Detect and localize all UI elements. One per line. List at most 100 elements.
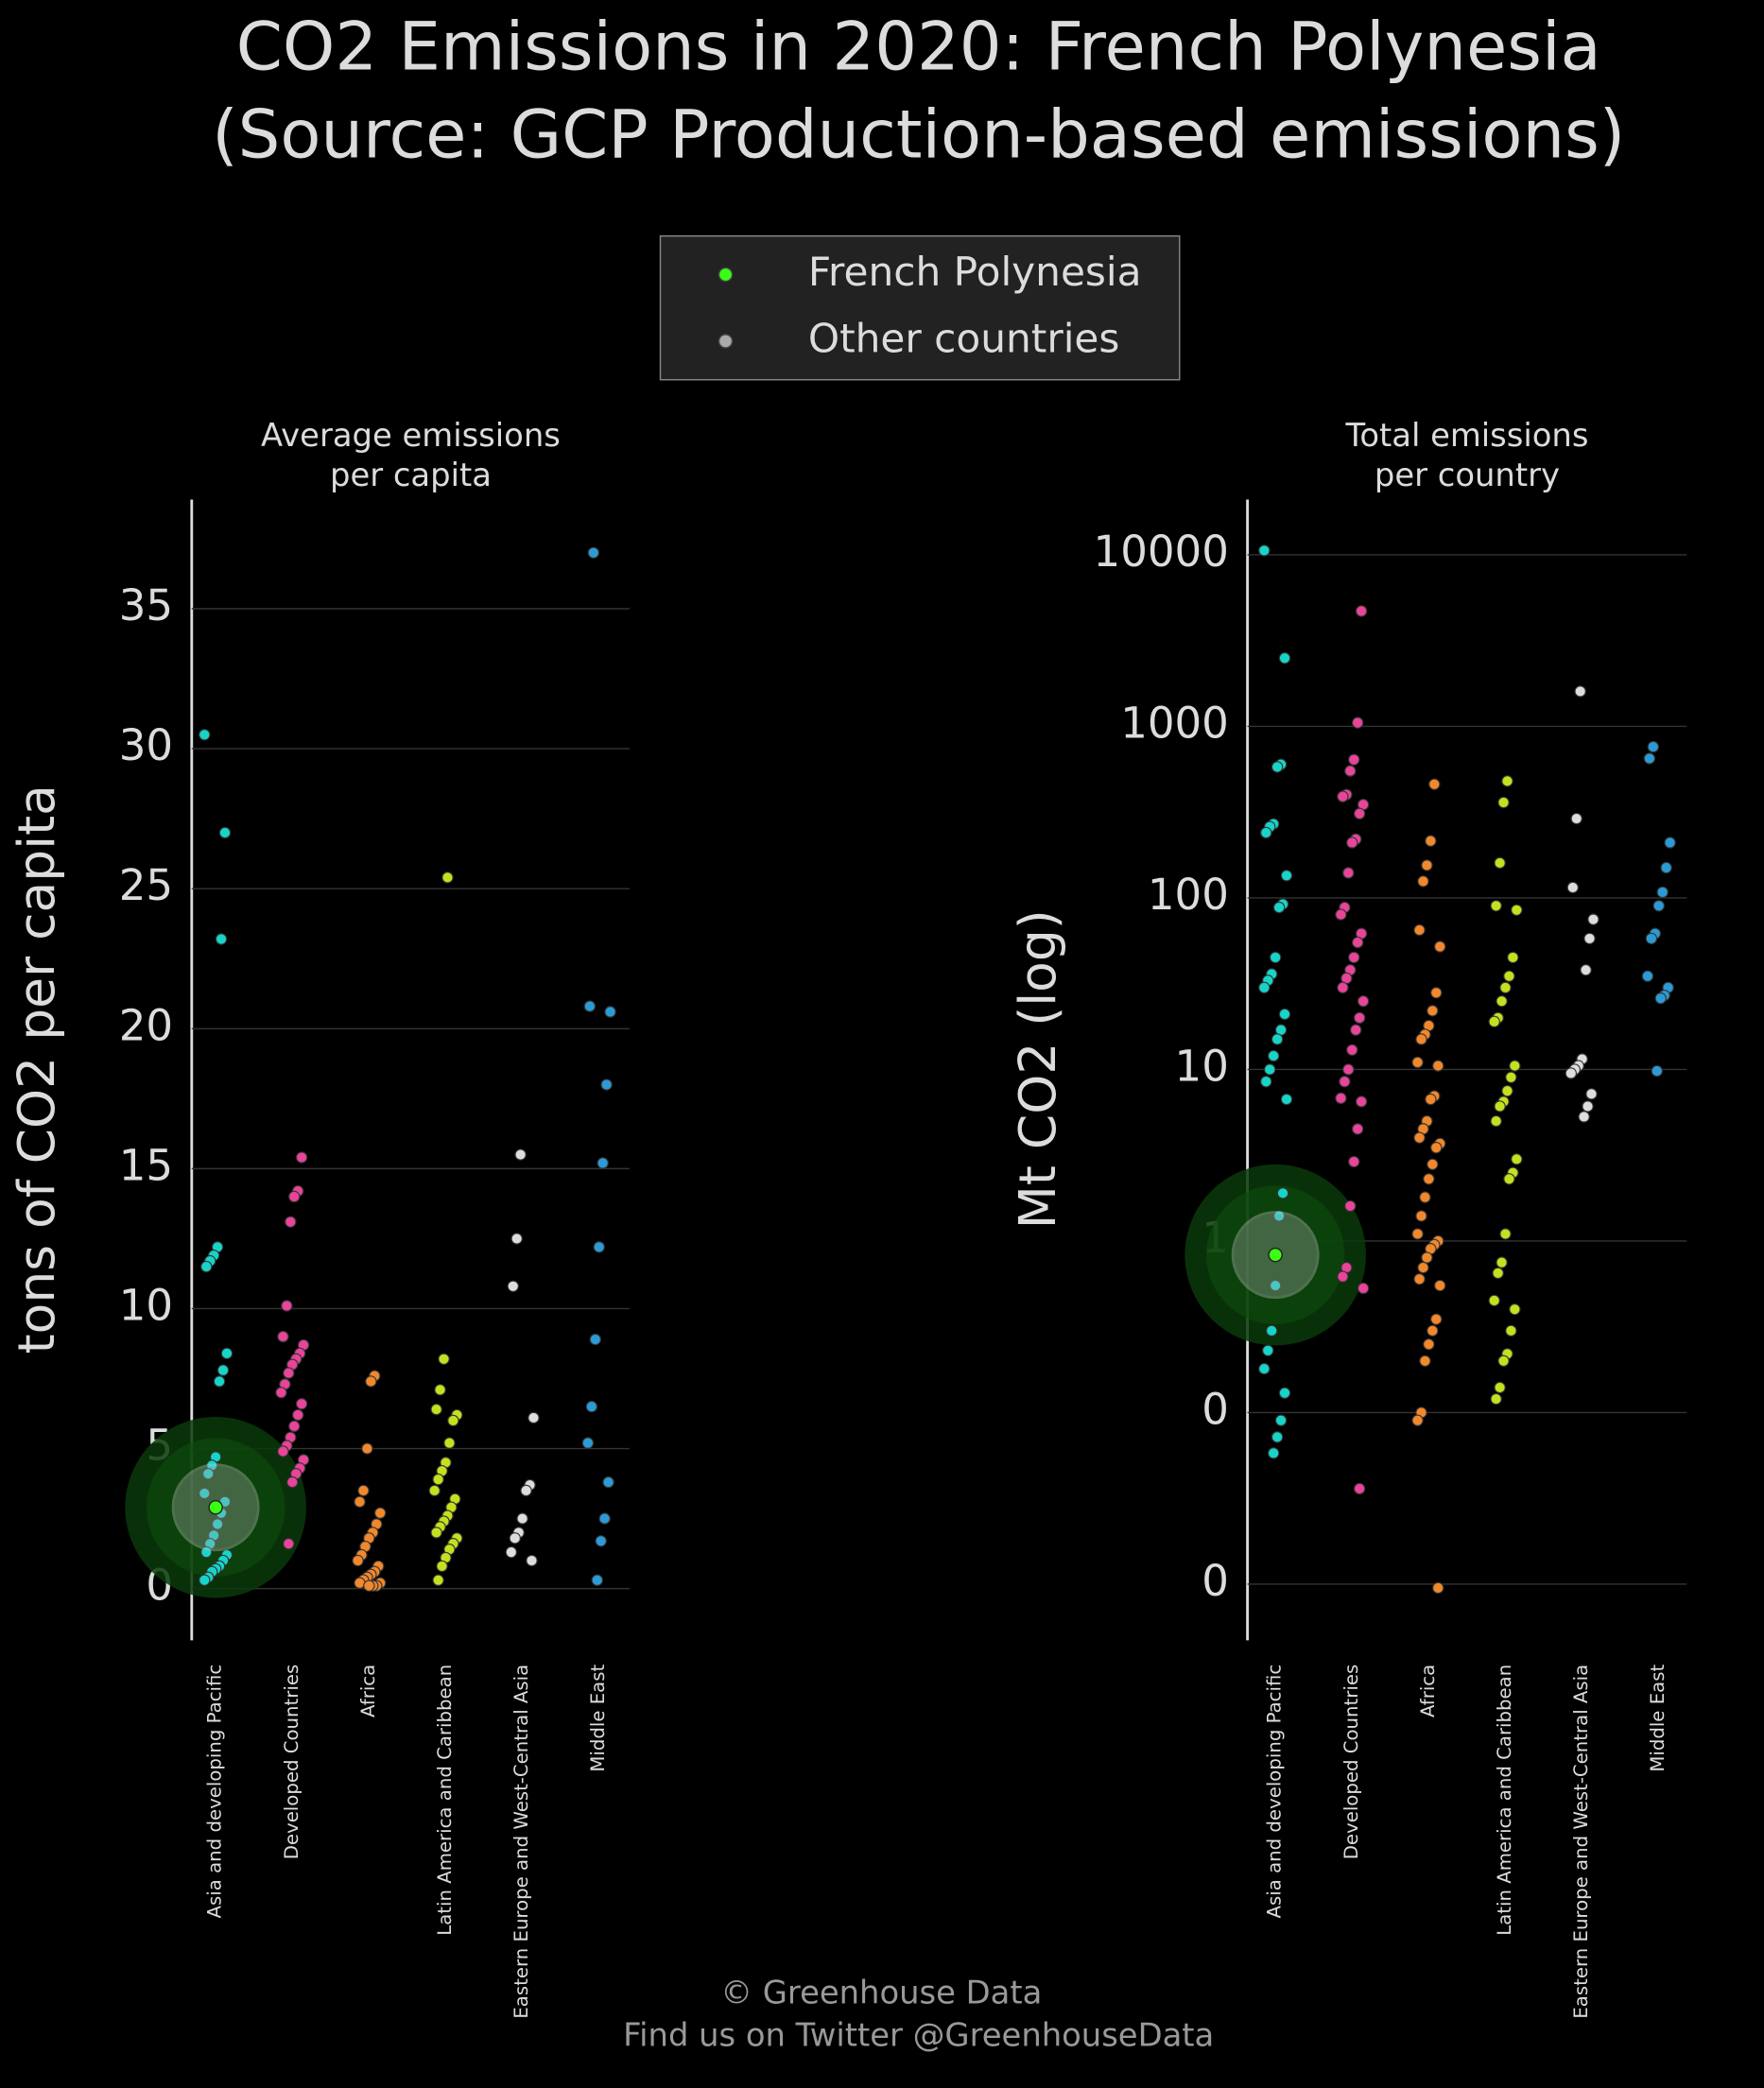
point xyxy=(432,1574,444,1586)
point xyxy=(216,1364,230,1376)
point xyxy=(1427,1324,1439,1337)
point xyxy=(1264,1063,1276,1076)
point xyxy=(1353,807,1366,820)
point xyxy=(1490,1114,1502,1128)
point xyxy=(428,1484,441,1497)
point xyxy=(352,1554,364,1567)
point xyxy=(436,1560,448,1573)
point xyxy=(1509,1303,1521,1316)
y-tick-label: 15 xyxy=(119,1140,173,1190)
point xyxy=(1583,932,1596,945)
y-axis-label: tons of CO2 per capita xyxy=(7,785,66,1354)
point xyxy=(526,1554,538,1567)
point xyxy=(602,1475,614,1489)
point xyxy=(1434,940,1446,953)
point xyxy=(1346,837,1358,849)
point xyxy=(1258,981,1271,994)
point xyxy=(516,1512,528,1525)
highlight-point xyxy=(208,1499,223,1515)
point xyxy=(1278,1008,1291,1021)
point xyxy=(1427,1005,1439,1017)
point xyxy=(1509,1060,1521,1072)
point xyxy=(288,1420,301,1433)
point xyxy=(1511,904,1523,916)
point xyxy=(1566,881,1579,894)
point xyxy=(1355,605,1368,617)
point xyxy=(1267,1049,1280,1062)
point xyxy=(277,1330,289,1343)
legend-box xyxy=(659,234,1181,381)
point xyxy=(1272,901,1286,914)
x-tick-label: Eastern Europe and West-Central Asia xyxy=(510,1665,532,2019)
point xyxy=(1276,1187,1289,1199)
point xyxy=(202,1467,215,1480)
point xyxy=(1432,1581,1444,1595)
subtitle: per capita xyxy=(330,457,492,493)
point xyxy=(597,1157,609,1169)
point xyxy=(288,1190,301,1203)
point xyxy=(1353,1482,1366,1495)
point xyxy=(200,1545,213,1559)
point xyxy=(434,1384,446,1396)
point xyxy=(587,546,600,559)
point xyxy=(1419,1191,1431,1203)
point xyxy=(1494,1100,1506,1113)
point xyxy=(1421,1251,1433,1264)
legend-label: Other countries xyxy=(808,315,1120,361)
point xyxy=(1499,981,1512,994)
point xyxy=(1651,1064,1663,1078)
point xyxy=(1280,1093,1293,1106)
point xyxy=(447,1414,459,1427)
point xyxy=(1430,1141,1443,1154)
point xyxy=(1654,992,1667,1005)
x-tick-label: Latin America and Caribbean xyxy=(1494,1665,1515,1936)
point xyxy=(215,933,228,945)
point xyxy=(363,1579,375,1592)
point xyxy=(1430,1313,1443,1325)
point xyxy=(1434,1279,1446,1292)
x-tick-label: Africa xyxy=(1417,1665,1439,1717)
point xyxy=(430,1403,442,1416)
x-tick-label: Middle East xyxy=(1647,1665,1669,1772)
point xyxy=(357,1484,370,1497)
footer: © Greenhouse Data xyxy=(720,1975,1042,2011)
point xyxy=(589,1333,601,1346)
point xyxy=(286,1475,299,1489)
point xyxy=(1664,837,1676,849)
point xyxy=(581,1437,595,1449)
title-line: (Source: GCP Production-based emissions) xyxy=(212,95,1625,173)
point xyxy=(1490,1392,1502,1406)
point xyxy=(1274,1414,1288,1426)
y-tick-label: 10 xyxy=(119,1280,173,1330)
point xyxy=(1417,875,1429,888)
point xyxy=(1267,1447,1280,1459)
point xyxy=(1271,761,1284,773)
point xyxy=(1499,1228,1512,1240)
point xyxy=(507,1280,519,1292)
point xyxy=(283,1538,295,1550)
point xyxy=(509,1532,521,1544)
point xyxy=(1425,835,1437,847)
point xyxy=(1587,913,1600,925)
point xyxy=(1585,1088,1598,1100)
point xyxy=(1258,1362,1271,1375)
point xyxy=(1645,932,1658,945)
title-line: CO2 Emissions in 2020: French Polynesia xyxy=(236,8,1601,85)
point xyxy=(432,1473,444,1486)
footer: Find us on Twitter @GreenhouseData xyxy=(623,2017,1214,2054)
point xyxy=(1271,1033,1284,1045)
point xyxy=(1413,1131,1426,1144)
point xyxy=(1501,775,1513,787)
subtitle: Total emissions xyxy=(1344,417,1588,454)
point xyxy=(1574,685,1586,698)
point xyxy=(1344,765,1357,777)
point xyxy=(295,1397,308,1410)
legend-label: French Polynesia xyxy=(808,249,1142,295)
point xyxy=(1278,652,1291,664)
point xyxy=(1415,1033,1427,1045)
point xyxy=(281,1300,293,1312)
point xyxy=(1335,908,1347,921)
point xyxy=(365,1375,377,1388)
point xyxy=(1419,1355,1431,1367)
